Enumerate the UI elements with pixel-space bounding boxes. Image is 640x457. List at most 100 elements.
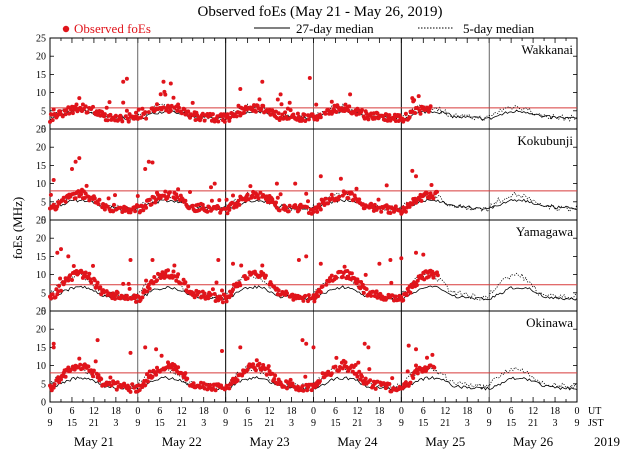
observed-point xyxy=(343,360,348,365)
observed-point xyxy=(191,113,196,118)
observed-point xyxy=(64,108,69,113)
observed-point xyxy=(399,256,404,261)
observed-point xyxy=(124,108,129,113)
observed-point xyxy=(217,198,222,203)
observed-point xyxy=(317,202,321,207)
observed-point xyxy=(105,118,110,123)
observed-point xyxy=(425,355,429,360)
observed-point xyxy=(212,292,217,296)
observed-point xyxy=(242,110,246,115)
observed-point xyxy=(399,295,404,300)
observed-point xyxy=(316,294,321,299)
observed-point xyxy=(267,369,272,374)
observed-point xyxy=(209,198,214,203)
observed-point xyxy=(96,373,101,378)
observed-point xyxy=(50,292,55,297)
observed-point xyxy=(318,207,323,212)
observed-point xyxy=(229,293,234,297)
observed-point xyxy=(79,192,84,197)
observed-point xyxy=(63,374,68,379)
observed-point xyxy=(86,364,91,369)
observed-point xyxy=(188,190,192,194)
observed-point xyxy=(343,102,348,107)
observed-point xyxy=(150,160,155,165)
observed-point xyxy=(95,280,100,285)
observed-point xyxy=(260,79,265,84)
observed-point xyxy=(306,199,310,204)
observed-point xyxy=(140,295,145,300)
observed-point xyxy=(225,112,230,117)
ut-tick-label: 6 xyxy=(157,406,162,417)
observed-point xyxy=(258,190,263,195)
observed-point xyxy=(355,374,360,379)
observed-point xyxy=(296,258,301,262)
observed-point xyxy=(305,205,310,210)
observed-point xyxy=(263,273,268,278)
ut-tick-label: 6 xyxy=(245,406,250,417)
ut-tick-label: 6 xyxy=(333,406,338,417)
observed-point xyxy=(60,114,65,119)
observed-point xyxy=(168,108,173,113)
observed-point xyxy=(273,373,278,378)
ut-tick-label: 18 xyxy=(374,406,384,417)
observed-point xyxy=(126,119,131,124)
station-label: Okinawa xyxy=(526,315,573,330)
observed-point xyxy=(214,280,219,285)
observed-point xyxy=(163,189,168,194)
observed-point xyxy=(121,100,126,105)
observed-point xyxy=(191,381,196,386)
observed-point xyxy=(57,380,62,385)
observed-point xyxy=(255,193,260,198)
observed-point xyxy=(343,190,348,195)
observed-point xyxy=(135,194,140,198)
observed-point xyxy=(360,108,364,112)
observed-point xyxy=(426,274,431,279)
observed-point xyxy=(431,275,436,280)
observed-point xyxy=(210,112,215,117)
observed-point xyxy=(377,261,382,266)
observed-point xyxy=(83,270,88,275)
observed-point xyxy=(304,191,309,196)
ut-tick-label: 0 xyxy=(135,406,140,417)
jst-tick-label: 21 xyxy=(528,418,538,429)
observed-point xyxy=(99,377,104,381)
observed-point xyxy=(70,111,75,116)
jst-tick-label: 3 xyxy=(201,418,206,429)
ut-tick-label: 12 xyxy=(440,406,450,417)
observed-point xyxy=(424,368,428,373)
observed-point xyxy=(130,382,135,387)
observed-point xyxy=(387,113,392,118)
observed-point xyxy=(213,388,218,393)
observed-point xyxy=(178,281,183,286)
observed-point xyxy=(63,199,68,204)
observed-point xyxy=(272,377,277,381)
observed-point xyxy=(303,374,308,379)
observed-point xyxy=(366,117,371,122)
observed-point xyxy=(205,209,210,214)
observed-point xyxy=(209,292,213,297)
observed-point xyxy=(405,369,410,374)
y-tick-label: 25 xyxy=(36,216,46,227)
observed-point xyxy=(426,109,431,114)
observed-point xyxy=(279,102,284,107)
observed-point xyxy=(379,209,384,214)
observed-point xyxy=(136,294,141,299)
ut-tick-label: 0 xyxy=(575,406,580,417)
observed-point xyxy=(155,102,159,107)
observed-point xyxy=(120,119,125,124)
observed-point xyxy=(239,263,244,268)
observed-point xyxy=(276,288,281,293)
observed-point xyxy=(127,286,132,291)
observed-point xyxy=(393,204,398,209)
observed-point xyxy=(253,368,258,373)
observed-point xyxy=(274,181,279,186)
observed-point xyxy=(242,274,247,278)
observed-point xyxy=(376,197,381,202)
observed-point xyxy=(359,280,364,284)
observed-point xyxy=(137,388,142,392)
jst-tick-label: 9 xyxy=(311,418,316,429)
observed-point xyxy=(408,380,413,385)
observed-point xyxy=(381,114,385,119)
observed-point xyxy=(384,296,389,301)
observed-point xyxy=(114,387,119,392)
